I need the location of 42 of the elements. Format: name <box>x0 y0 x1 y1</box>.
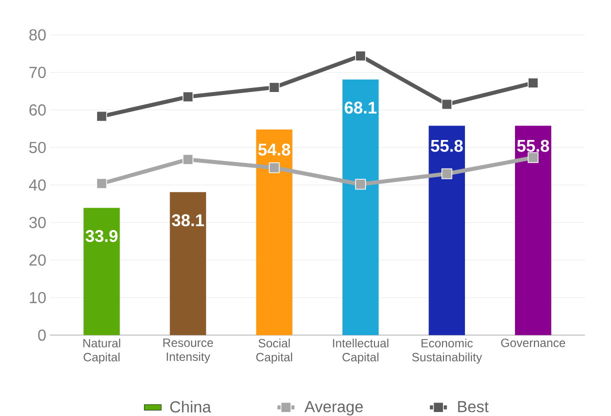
x-tick-label: Natural Capital <box>83 338 120 364</box>
data-label: 55.8 <box>430 140 463 152</box>
data-label: 33.9 <box>86 230 118 242</box>
y-tick-label: 70 <box>29 66 46 78</box>
y-tick-label: 30 <box>29 216 46 228</box>
data-label: 38.1 <box>172 214 204 226</box>
x-tick-label: Governance <box>501 338 566 348</box>
bar <box>342 79 379 336</box>
y-tick-label: 40 <box>29 179 46 191</box>
data-label: 54.8 <box>258 144 290 156</box>
x-tick-label: Economic Sustainability <box>412 338 482 364</box>
point <box>355 178 366 190</box>
point <box>268 82 280 93</box>
x-tick-label: Social Capital <box>256 338 292 364</box>
y-tick-label: 20 <box>29 254 46 266</box>
point <box>441 168 452 180</box>
legend-label: China <box>170 400 212 412</box>
bar <box>256 129 292 336</box>
bar <box>84 208 120 336</box>
y-tick-label: 0 <box>38 329 46 341</box>
bar <box>428 126 465 336</box>
point <box>528 77 539 88</box>
x-tick-label: Intellectual Capital <box>333 338 388 364</box>
bar <box>515 126 552 336</box>
point <box>96 110 108 122</box>
legend-label: Best <box>458 401 489 412</box>
y-tick-label: 80 <box>29 29 46 40</box>
point <box>441 98 452 110</box>
point <box>268 162 280 174</box>
data-label: 68.1 <box>344 102 377 114</box>
y-tick-label: 50 <box>29 142 46 154</box>
bar <box>170 192 206 336</box>
legend-label: Average <box>304 401 363 416</box>
y-tick-label: 60 <box>29 104 46 116</box>
point <box>182 91 194 102</box>
point <box>96 178 108 189</box>
point <box>355 50 366 62</box>
point <box>528 152 539 163</box>
y-tick-label: 10 <box>30 292 46 304</box>
data-label: 55.8 <box>517 140 550 152</box>
point <box>182 154 194 165</box>
x-tick-label: Resource Intensity <box>163 338 214 364</box>
